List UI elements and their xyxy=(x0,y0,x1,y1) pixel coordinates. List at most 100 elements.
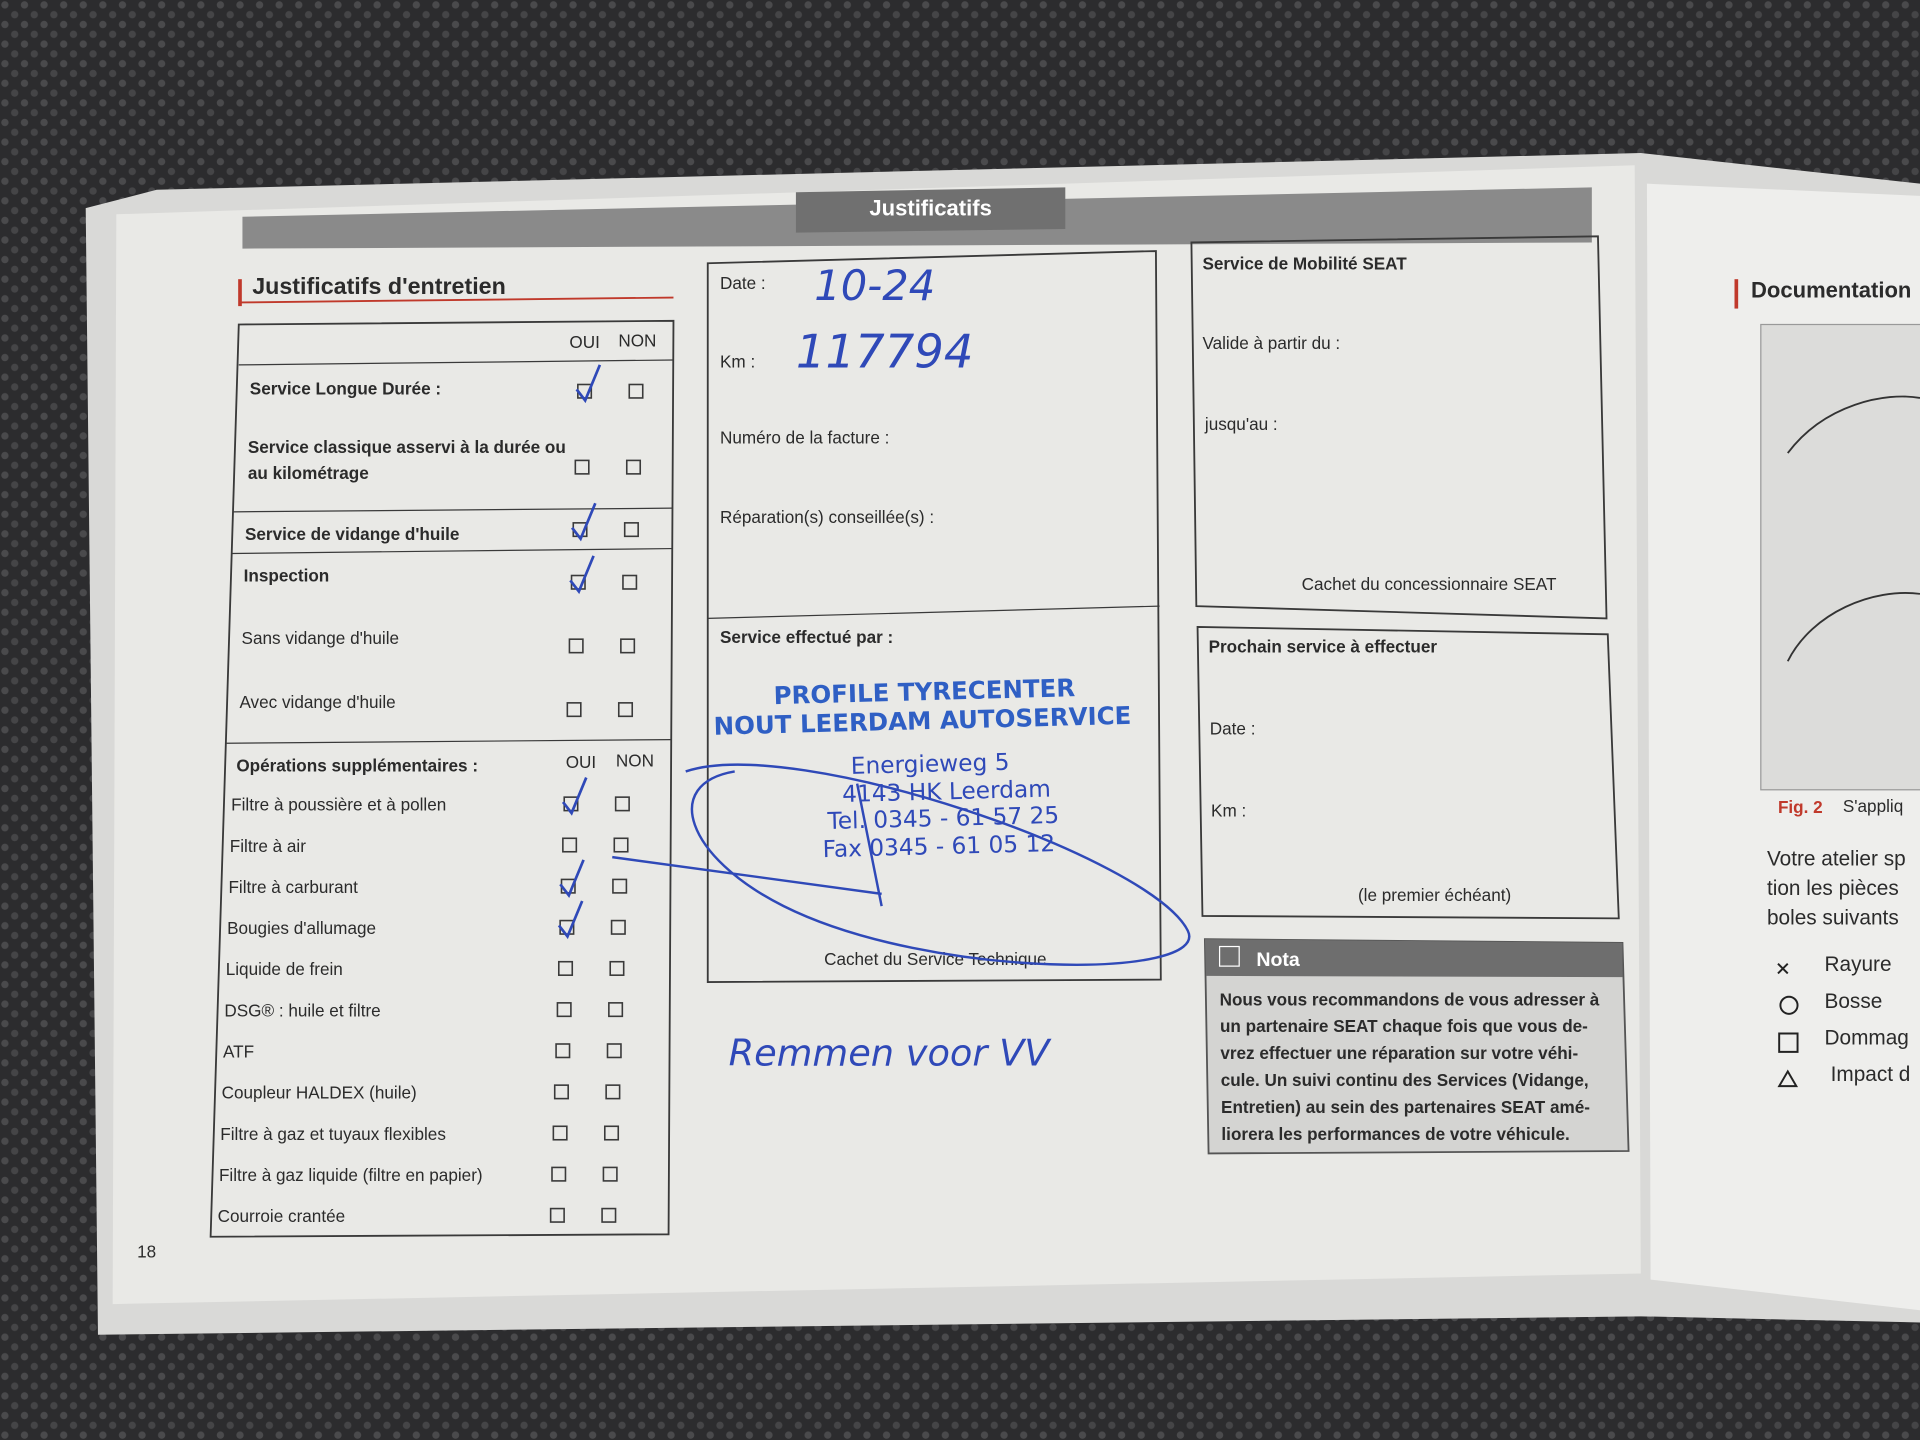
rule xyxy=(707,605,1160,619)
item-label: Coupleur HALDEX (huile) xyxy=(222,1083,417,1103)
field-label: Réparation(s) conseillée(s) : xyxy=(720,507,934,527)
section-title: Justificatifs d'entretien xyxy=(252,273,506,299)
legend-label: Bosse xyxy=(1824,990,1882,1013)
item-label: Service de vidange d'huile xyxy=(245,524,459,544)
checkbox xyxy=(608,1002,624,1018)
page-number: 18 xyxy=(137,1242,156,1262)
check-mark xyxy=(569,555,595,595)
checkbox xyxy=(603,1125,620,1141)
checkbox xyxy=(612,878,628,894)
item-label: Courroie crantée xyxy=(218,1206,346,1226)
field-label: Date : xyxy=(720,273,766,293)
mobility-frame xyxy=(1190,235,1608,620)
checkbox xyxy=(552,1125,568,1141)
legend-symbol xyxy=(1777,962,1789,975)
caption: Cachet du concessionnaire SEAT xyxy=(1302,574,1557,594)
nota-bar xyxy=(1204,939,1623,978)
nota-line: cule. Un suivi continu des Services (Vid… xyxy=(1221,1070,1589,1090)
field-label: Date : xyxy=(1210,719,1256,739)
stamp-line: 4143 HK Leerdam xyxy=(842,776,1051,808)
nota-title: Nota xyxy=(1256,949,1301,971)
handwritten-date: 10-24 xyxy=(814,261,935,310)
fig-caption: S'appliq xyxy=(1843,796,1903,816)
checkbox xyxy=(562,837,578,853)
field-label: Service effectué par : xyxy=(720,627,893,647)
info-icon xyxy=(1218,945,1240,967)
item-label: Filtre à air xyxy=(230,836,306,856)
checkbox xyxy=(610,919,626,935)
field-label: Km : xyxy=(1211,801,1246,821)
signature xyxy=(612,763,1191,966)
checklist-frame xyxy=(209,319,675,1238)
item-label: Inspection xyxy=(244,566,330,586)
legend-label: Impact d xyxy=(1831,1063,1911,1086)
column-header: OUI xyxy=(566,752,596,772)
nota-line: un partenaire SEAT chaque fois que vous … xyxy=(1220,1016,1588,1036)
check-mark xyxy=(557,900,584,940)
item-label: Filtre à gaz liquide (filtre en papier) xyxy=(219,1165,483,1185)
column-header: NON xyxy=(618,331,656,351)
checkbox xyxy=(553,1084,569,1100)
item-label: Service classique asservi à la durée ou xyxy=(248,437,566,457)
legend-label: Rayure xyxy=(1824,953,1891,976)
rule xyxy=(231,547,673,555)
checkbox xyxy=(549,1207,565,1223)
checkbox xyxy=(601,1207,617,1223)
item-label: ATF xyxy=(223,1041,254,1061)
checkbox xyxy=(606,1043,622,1059)
checkbox xyxy=(625,459,642,475)
rule xyxy=(238,359,674,366)
checkbox xyxy=(623,522,639,538)
column-header: NON xyxy=(616,751,654,771)
field-label: Km : xyxy=(720,351,755,371)
item-label: DSG® : huile et filtre xyxy=(224,1000,380,1020)
check-mark xyxy=(570,502,597,542)
column-header: OUI xyxy=(569,332,599,352)
checkbox xyxy=(605,1084,621,1100)
box-title: Service de Mobilité SEAT xyxy=(1202,253,1407,273)
check-mark xyxy=(559,859,585,899)
check-mark xyxy=(575,364,602,404)
nota-line: Entretien) au sein des partenaires SEAT … xyxy=(1221,1097,1590,1117)
check-mark xyxy=(561,777,588,816)
service-frame xyxy=(706,250,1162,983)
field-label: Valide à partir du : xyxy=(1202,333,1340,353)
body-line: Votre atelier sp xyxy=(1767,848,1906,871)
checkbox xyxy=(568,638,584,654)
accent xyxy=(239,296,674,304)
checkbox xyxy=(551,1166,567,1182)
item-label: Avec vidange d'huile xyxy=(239,692,395,712)
field-label: Numéro de la facture : xyxy=(720,427,889,447)
fig-label: Fig. 2 xyxy=(1778,797,1823,817)
checkbox xyxy=(556,1002,572,1018)
item-label: Bougies d'allumage xyxy=(227,918,376,938)
item-label: Filtre à carburant xyxy=(228,877,358,897)
nota-line: Nous vous recommandons de vous adresser … xyxy=(1220,989,1600,1009)
handwritten-km: 117794 xyxy=(796,324,974,378)
item-label: Liquide de frein xyxy=(226,959,343,979)
nota-line: liorera les performances de votre véhicu… xyxy=(1221,1124,1569,1144)
checkbox xyxy=(620,638,636,654)
next-service-frame xyxy=(1196,626,1620,920)
body-line: boles suivants xyxy=(1767,906,1899,929)
caption: (le premier échéant) xyxy=(1358,885,1511,905)
item-label: Filtre à poussière et à pollen xyxy=(231,795,446,815)
checkbox xyxy=(628,383,644,399)
checkbox xyxy=(557,960,574,976)
checkbox xyxy=(602,1166,618,1182)
nota-frame xyxy=(1203,938,1630,1155)
checkbox xyxy=(574,459,590,475)
figure xyxy=(1760,323,1920,791)
section-title: Documentation xyxy=(1751,278,1911,303)
checkbox xyxy=(613,837,629,853)
body-line: tion les pièces xyxy=(1767,877,1899,900)
legend-symbol xyxy=(1779,995,1799,1015)
checkbox xyxy=(617,702,634,718)
rule xyxy=(226,738,672,744)
nota-line: vrez effectuer une réparation sur votre … xyxy=(1220,1043,1578,1063)
item-label: Filtre à gaz et tuyaux flexibles xyxy=(220,1124,446,1144)
legend-label: Dommag xyxy=(1824,1026,1908,1049)
subsection-title: Opérations supplémentaires : xyxy=(236,755,478,775)
